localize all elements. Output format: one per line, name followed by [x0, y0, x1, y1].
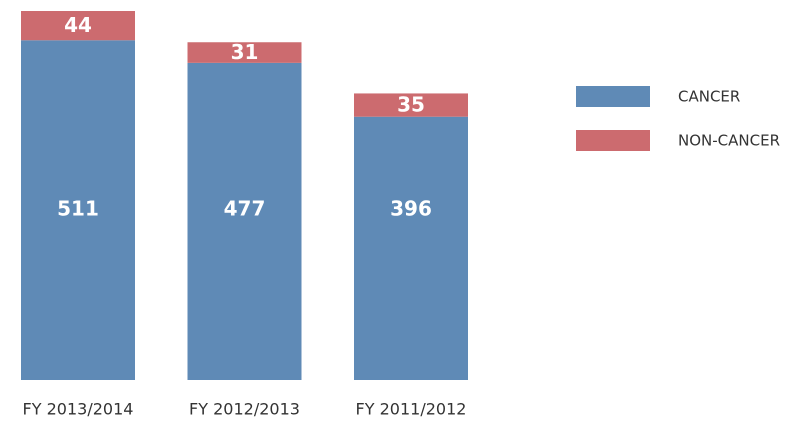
- bar-segment: [354, 93, 468, 117]
- x-tick-label: FY 2012/2013: [189, 400, 300, 419]
- data-label: 511: [57, 197, 99, 221]
- x-tick-label: FY 2011/2012: [356, 400, 467, 419]
- data-label: 477: [224, 197, 266, 221]
- bar-segment: [187, 42, 302, 63]
- x-tick-label: FY 2013/2014: [23, 400, 134, 419]
- bar-segment: [21, 11, 135, 41]
- legend-label: NON-CANCER: [678, 132, 780, 150]
- bar-segment: [354, 116, 468, 381]
- data-label: 35: [397, 93, 425, 117]
- bar-segment: [187, 62, 302, 380]
- legend-swatch: [576, 130, 650, 151]
- legend-label: CANCER: [678, 88, 740, 106]
- bar-segment: [21, 40, 135, 380]
- data-label: 31: [231, 40, 259, 64]
- data-label: 44: [64, 13, 92, 37]
- data-label: 396: [390, 197, 432, 221]
- legend-swatch: [576, 86, 650, 107]
